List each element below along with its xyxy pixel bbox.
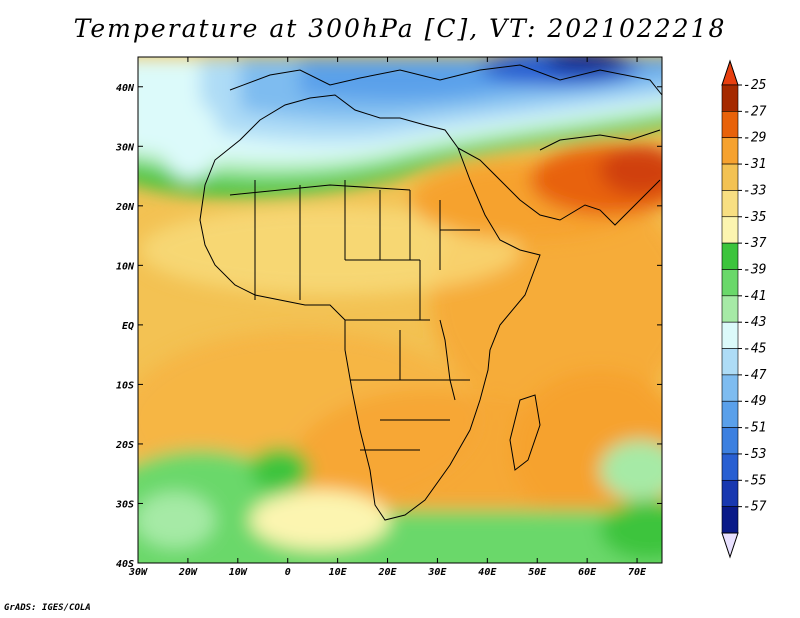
colorbar-swatch [721, 453, 739, 481]
lon-tick-label: 20W [178, 567, 198, 578]
colorbar-bottom-arrow [721, 532, 739, 559]
colorbar-label: -53 [743, 447, 766, 462]
colorbar-swatch [721, 190, 739, 218]
colorbar-swatch [721, 216, 739, 244]
lon-tick-label: 60E [578, 567, 597, 578]
colorbar-label: -55 [743, 473, 767, 488]
colorbar-label: -57 [743, 500, 767, 515]
colorbar-swatch [721, 137, 739, 165]
colorbar-swatch [721, 479, 739, 507]
lat-tick-label: 10N [116, 261, 135, 272]
colorbar-swatch [721, 269, 739, 297]
colorbar-label: -47 [743, 368, 767, 383]
colorbar-label: -39 [743, 262, 766, 277]
colorbar-label: -31 [743, 157, 766, 172]
lon-tick-label: 10E [329, 567, 348, 578]
map-frame [137, 56, 663, 564]
colorbar-label: -49 [743, 394, 766, 409]
colorbar-swatch [721, 506, 739, 534]
lon-tick-label: 10W [229, 567, 248, 578]
lat-tick-label: 30N [115, 142, 135, 153]
lat-tick-label: 30S [115, 499, 134, 510]
colorbar-label: -33 [743, 183, 766, 198]
credit-label: GrADS: IGES/COLA [4, 603, 91, 613]
colorbar-label: -45 [743, 342, 767, 357]
colorbar-label: -25 [743, 78, 767, 93]
coastlines [199, 64, 662, 521]
colorbar-swatch [721, 348, 739, 376]
colorbar-swatch [721, 374, 739, 402]
lon-tick-label: 30W [128, 567, 148, 578]
colorbar-label: -29 [743, 131, 766, 146]
colorbar-swatch [721, 427, 739, 455]
longitude-ticks: 30W 20W 10W 0 10E 20E 30E 40E 50E 60E 70E [128, 57, 647, 578]
lat-tick-label: 40S [116, 559, 134, 570]
latitude-ticks: 40N 30N 20N 10N EQ 10S 20S 30S 40S [115, 83, 662, 570]
lon-tick-label: 20E [377, 567, 397, 578]
lat-tick-label: 40N [116, 83, 135, 94]
temperature-field [138, 57, 662, 563]
lon-tick-label: 50E [528, 567, 547, 578]
colorbar-label: -27 [743, 104, 767, 119]
map-title: Temperature at 300hPa [C], VT: 202102221… [73, 14, 727, 43]
lat-tick-label: 20N [115, 202, 135, 213]
colorbar-label: -41 [743, 289, 766, 304]
lon-tick-label: 0 [285, 567, 291, 578]
colorbar-label: -37 [743, 236, 767, 251]
colorbar-label: -43 [743, 315, 766, 330]
colorbar: -25 -27 -29 -31 -33 -35 -37 -39 -41 -43 -45 -47 -49 -… [721, 59, 767, 559]
colorbar-swatch [721, 242, 739, 270]
colorbar-swatch [721, 163, 739, 191]
colorbar-swatch [721, 111, 739, 139]
colorbar-label: -51 [743, 421, 766, 436]
lon-tick-label: 30E [427, 567, 447, 578]
colorbar-swatch [721, 84, 739, 112]
colorbar-swatch [721, 321, 739, 349]
lon-tick-label: 70E [628, 567, 647, 578]
lon-tick-label: 40E [478, 567, 497, 578]
colorbar-label: -35 [743, 210, 767, 225]
lat-tick-label: 20S [115, 440, 134, 451]
colorbar-swatch [721, 400, 739, 428]
lat-tick-label: EQ [122, 321, 134, 332]
colorbar-top-arrow [721, 59, 739, 86]
lat-tick-label: 10S [116, 380, 134, 391]
colorbar-swatch [721, 295, 739, 323]
